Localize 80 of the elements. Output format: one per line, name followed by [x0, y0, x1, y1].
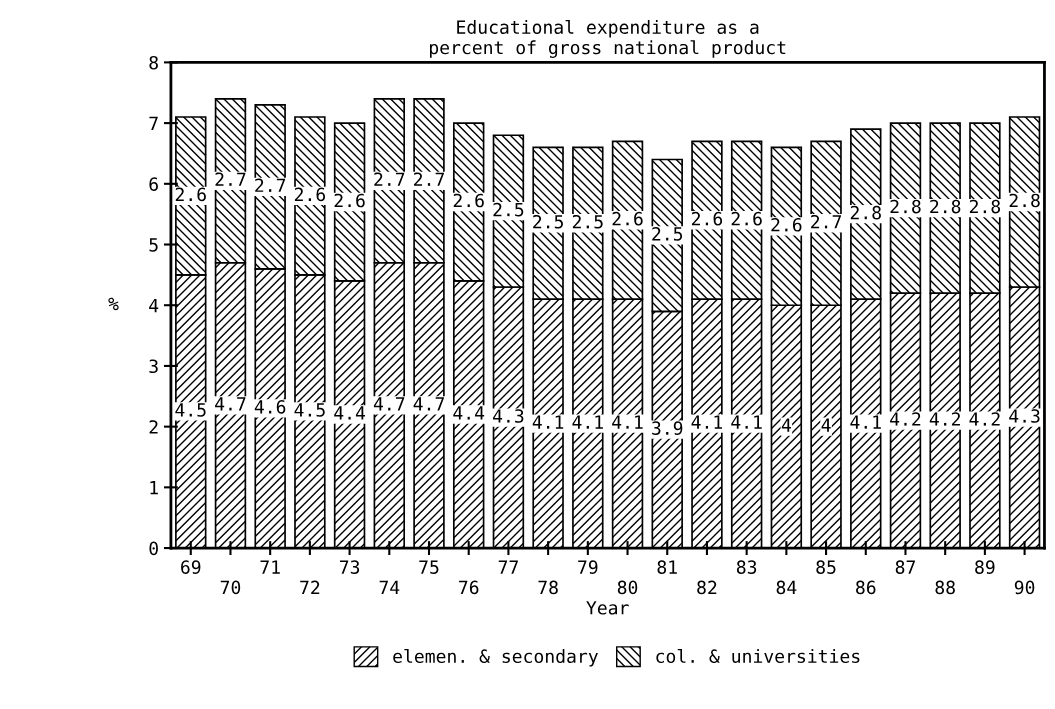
- data-label: 4.4: [334, 406, 366, 420]
- x-tick-label: 88: [935, 580, 955, 595]
- data-label: 4.2: [929, 412, 960, 426]
- data-label: 2.6: [612, 211, 643, 226]
- x-tick-label: 83: [736, 560, 757, 574]
- x-tick-label: 79: [578, 560, 598, 574]
- data-label: 4.7: [373, 397, 405, 411]
- data-label: 2.6: [294, 187, 326, 202]
- x-tick-label: 81: [657, 560, 677, 574]
- y-tick-label: 4: [149, 298, 159, 313]
- data-label: 2.6: [731, 211, 762, 226]
- data-label: 2.8: [930, 199, 961, 214]
- x-tick-label: 85: [816, 560, 836, 574]
- x-tick-label: 82: [697, 580, 717, 595]
- y-tick-label: 6: [149, 177, 158, 191]
- data-label: 2.5: [572, 214, 603, 229]
- legend-label: elemen. & secondary: [393, 648, 598, 667]
- data-label: 2.8: [890, 199, 921, 214]
- chart-title: Educational expenditure as a percent of gross national product: [430, 19, 786, 58]
- x-tick-label: 77: [498, 560, 518, 574]
- data-label: 2.6: [691, 211, 723, 226]
- x-tick-label: 87: [895, 560, 915, 574]
- legend-label: col. & universities: [656, 648, 860, 664]
- data-label: 4.1: [850, 415, 881, 429]
- data-label: 4.6: [254, 400, 286, 414]
- y-axis-title: %: [108, 297, 119, 311]
- data-label: 4.1: [731, 415, 762, 429]
- x-tick-label: 69: [181, 560, 201, 574]
- x-axis-title: Year: [586, 601, 629, 615]
- data-label: 2.6: [334, 193, 365, 208]
- data-label: 2.6: [771, 217, 802, 232]
- x-tick-label: 86: [856, 580, 876, 595]
- y-tick-label: 0: [149, 541, 158, 556]
- data-label: 4.3: [493, 409, 524, 423]
- x-tick-label: 72: [300, 580, 320, 595]
- data-label: 2.7: [215, 172, 246, 186]
- x-tick-label: 78: [538, 580, 558, 595]
- data-label: 2.5: [533, 214, 563, 229]
- data-label: 2.7: [374, 172, 405, 186]
- data-label: 2.8: [1009, 193, 1040, 208]
- data-label: 4.4: [453, 406, 485, 420]
- data-label: 4.5: [294, 403, 325, 417]
- y-tick-label: 3: [149, 359, 158, 374]
- data-label: 4.3: [1009, 409, 1040, 423]
- data-label: 4.1: [612, 415, 643, 429]
- data-label: 4: [781, 418, 791, 432]
- x-tick-label: 70: [220, 580, 241, 595]
- data-label: 2.5: [652, 227, 683, 241]
- data-label: 4.1: [532, 415, 564, 429]
- data-label: 2.7: [414, 172, 444, 186]
- data-label: 2.6: [453, 193, 484, 208]
- x-tick-label: 73: [339, 560, 360, 574]
- x-tick-label: 74: [379, 580, 400, 595]
- data-label: 2.6: [175, 187, 206, 202]
- y-tick-label: 7: [149, 116, 158, 131]
- data-label: 2.7: [255, 178, 286, 192]
- x-tick-label: 71: [260, 560, 280, 574]
- data-label: 4.7: [413, 397, 444, 411]
- data-label: 4.2: [890, 412, 921, 426]
- data-label: 4.2: [969, 412, 1000, 426]
- data-label: 2.8: [850, 205, 881, 220]
- x-tick-label: 89: [975, 560, 995, 574]
- data-label: 2.8: [969, 199, 1001, 214]
- x-tick-label: 80: [617, 580, 638, 595]
- x-tick-label: 75: [419, 560, 439, 574]
- x-tick-label: 76: [459, 580, 479, 595]
- data-label: 4.5: [175, 403, 206, 417]
- y-tick-label: 8: [149, 55, 158, 70]
- data-label: 2.5: [493, 202, 524, 217]
- data-label: 3.9: [652, 421, 683, 435]
- data-label: 4.7: [215, 397, 246, 411]
- y-tick-label: 1: [150, 481, 158, 495]
- y-tick-label: 2: [149, 420, 158, 434]
- x-tick-label: 84: [776, 580, 797, 595]
- data-label: 4.1: [572, 415, 603, 429]
- data-label: 4.1: [691, 415, 723, 429]
- data-label: 2.7: [811, 214, 842, 229]
- x-tick-label: 90: [1014, 580, 1035, 595]
- data-label: 4: [821, 418, 831, 432]
- y-tick-label: 5: [149, 238, 158, 252]
